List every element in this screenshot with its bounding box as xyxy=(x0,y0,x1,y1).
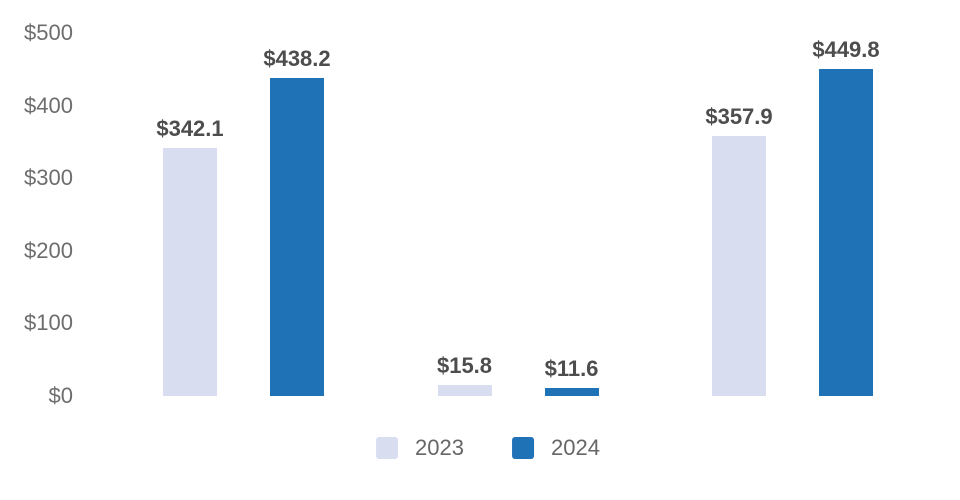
legend-item-2024: 2024 xyxy=(512,436,600,460)
bar-2023-group2 xyxy=(437,384,492,396)
value-label-2023-group3: $357.9 xyxy=(705,104,773,130)
y-axis-tick-label: $400 xyxy=(24,92,73,118)
legend-label: 2023 xyxy=(415,435,464,460)
bar-2023-group3 xyxy=(712,136,766,396)
bar-2024-group1 xyxy=(270,77,324,396)
value-label-2023-group2: $15.8 xyxy=(436,352,493,378)
legend-label: 2024 xyxy=(551,435,600,460)
y-axis-tick-label: $0 xyxy=(48,383,73,408)
y-axis-tick-label: $100 xyxy=(24,310,73,336)
legend-swatch-2023 xyxy=(376,437,399,459)
legend: 2023 2024 xyxy=(376,436,600,460)
value-label-2024-group1: $438.2 xyxy=(263,45,331,71)
bar-2023-group1 xyxy=(163,147,217,396)
value-label-2024-group3: $449.8 xyxy=(812,37,880,63)
bar-2024-group3 xyxy=(819,69,873,396)
legend-item-2023: 2023 xyxy=(376,436,464,460)
y-axis-tick-label: $200 xyxy=(24,237,73,263)
y-axis-tick-label: $500 xyxy=(24,20,73,45)
y-axis-tick-label: $300 xyxy=(24,165,73,191)
value-label-2024-group2: $11.6 xyxy=(544,355,599,381)
value-label-2023-group1: $342.1 xyxy=(156,115,224,141)
bar-2024-group2 xyxy=(544,387,599,396)
legend-swatch-2024 xyxy=(512,437,534,459)
